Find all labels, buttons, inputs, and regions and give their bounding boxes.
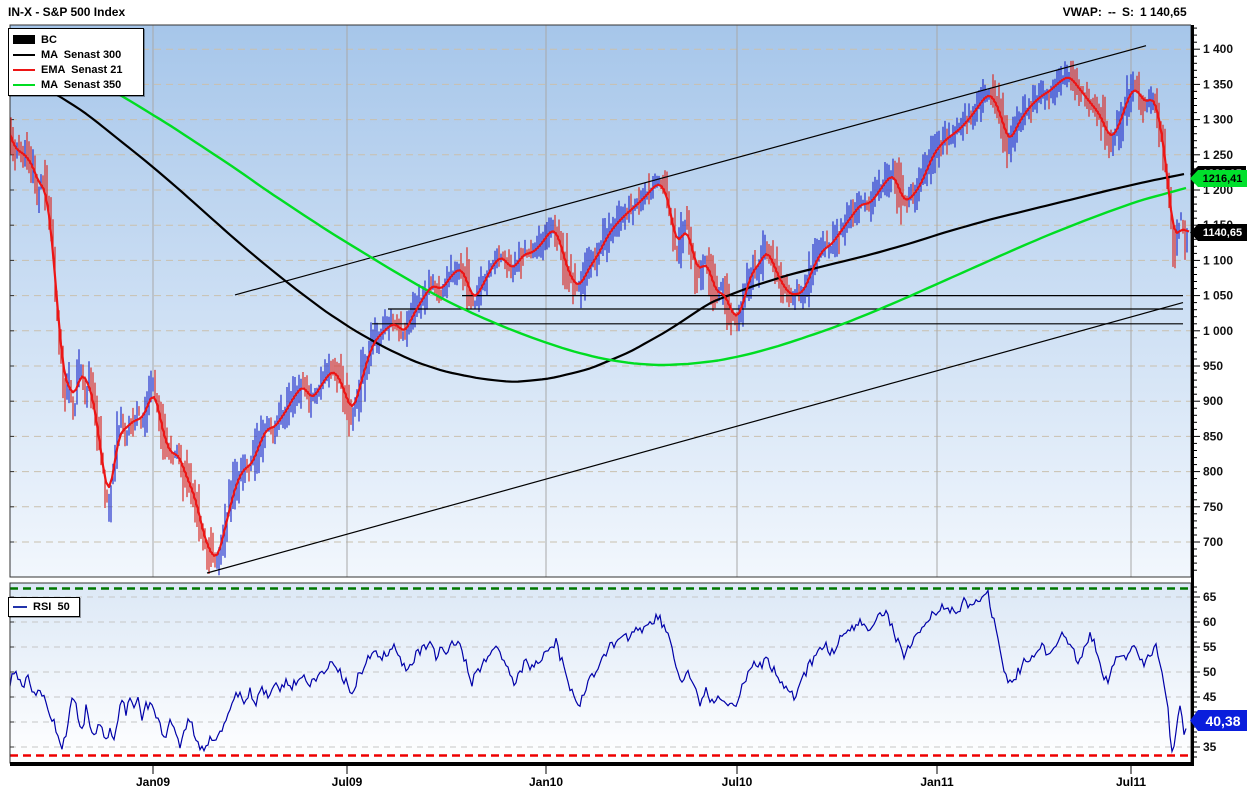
ma300-swatch-icon	[13, 53, 35, 56]
x-axis-label: Jul11	[1116, 775, 1146, 789]
rsi-swatch-icon	[13, 606, 27, 608]
app-header: IN-X - S&P 500 Index VWAP:--S:1 140,65+/…	[0, 0, 1247, 24]
legend-item-ma350: MA Senast 350	[13, 77, 137, 92]
main-legend[interactable]: BC MA Senast 300 EMA Senast 21 MA Senast…	[8, 28, 144, 96]
svg-text:1 350: 1 350	[1203, 77, 1233, 91]
legend-item-bc: BC	[13, 32, 137, 47]
svg-text:45: 45	[1203, 690, 1217, 704]
legend-label: EMA Senast 21	[41, 63, 123, 76]
vwap-label: VWAP:	[1062, 5, 1102, 19]
ma350-line	[111, 88, 1187, 367]
ema21-line	[10, 76, 1190, 557]
rsi-value-tag: 40,38	[1190, 710, 1247, 731]
svg-text:55: 55	[1203, 640, 1217, 654]
last-value: 1 140,65	[1139, 5, 1187, 19]
legend-label: MA Senast 300	[41, 48, 122, 61]
last-price-tag: 1140,65	[1190, 224, 1247, 241]
svg-text:65: 65	[1203, 590, 1217, 604]
svg-text:1 100: 1 100	[1203, 253, 1233, 267]
ema21-swatch-icon	[13, 68, 35, 71]
rsi-panel	[9, 582, 1192, 764]
x-axis-label: Jan11	[920, 775, 954, 789]
time-axis: Jan09 Jul09 Jan10 Jul10 Jan11 Jul11	[10, 762, 1194, 789]
svg-text:750: 750	[1203, 500, 1223, 514]
x-axis-label: Jul10	[722, 775, 753, 789]
legend-item-rsi: RSI 50	[13, 600, 75, 614]
ma350-price-tag: 1216,41	[1190, 170, 1247, 187]
legend-item-ma300: MA Senast 300	[13, 47, 137, 62]
ma300-line	[55, 93, 1185, 383]
svg-text:1 400: 1 400	[1203, 42, 1233, 56]
svg-text:950: 950	[1203, 359, 1223, 373]
ma350-swatch-icon	[13, 83, 35, 86]
svg-text:1 250: 1 250	[1203, 148, 1233, 162]
rsi-legend[interactable]: RSI 50	[8, 597, 80, 617]
bc-swatch-icon	[13, 35, 35, 44]
instrument-title: IN-X - S&P 500 Index	[8, 5, 126, 19]
legend-label: MA Senast 350	[41, 78, 122, 91]
svg-text:1 300: 1 300	[1203, 113, 1233, 127]
svg-text:800: 800	[1203, 465, 1223, 479]
trendlines	[206, 45, 1184, 574]
svg-text:1 000: 1 000	[1203, 324, 1233, 338]
svg-text:900: 900	[1203, 394, 1223, 408]
main-price-panel	[9, 24, 1192, 763]
x-axis-label: Jul09	[332, 775, 363, 789]
vwap-value: --	[1107, 5, 1116, 19]
x-axis-label: Jan10	[529, 775, 563, 789]
svg-text:850: 850	[1203, 429, 1223, 443]
legend-label: RSI 50	[33, 601, 70, 613]
rsi-line	[10, 588, 1187, 754]
last-label: S:	[1121, 5, 1134, 19]
svg-text:50: 50	[1203, 665, 1217, 679]
legend-label: BC	[41, 33, 57, 46]
svg-text:1 050: 1 050	[1203, 289, 1233, 303]
legend-item-ema21: EMA Senast 21	[13, 62, 137, 77]
svg-text:60: 60	[1203, 615, 1217, 629]
svg-text:35: 35	[1203, 740, 1217, 754]
x-axis-label: Jan09	[136, 775, 170, 789]
svg-text:700: 700	[1203, 535, 1223, 549]
